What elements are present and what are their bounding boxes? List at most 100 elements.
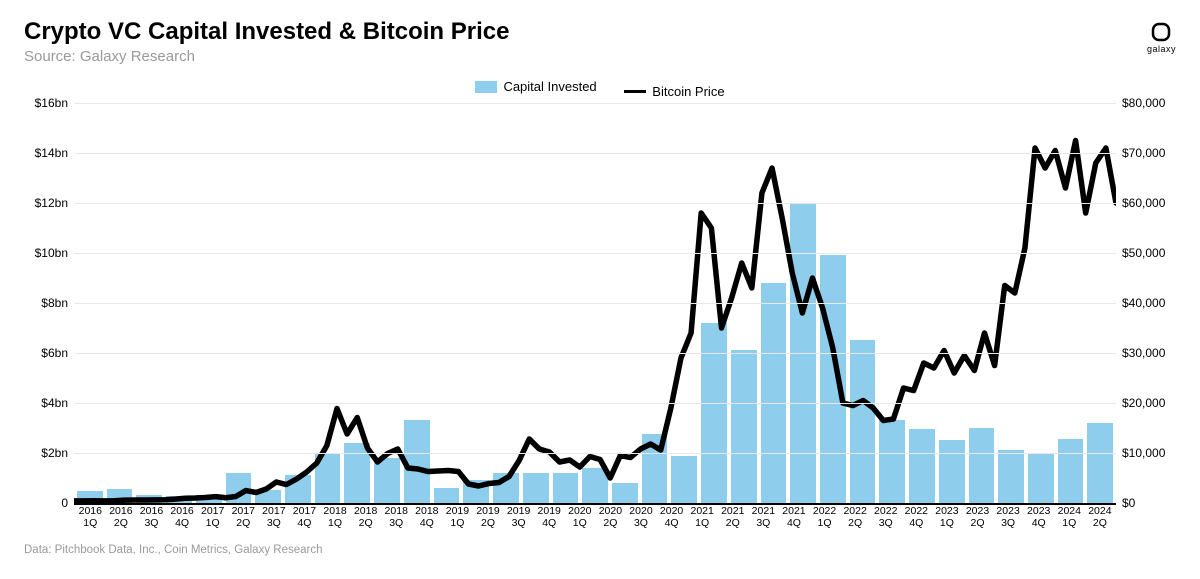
x-tick: 20183Q: [383, 503, 410, 530]
x-tick: 20234Q: [1025, 503, 1052, 530]
x-tick: 20173Q: [261, 503, 288, 530]
bar: [879, 420, 905, 503]
bar: [642, 434, 668, 503]
bar: [612, 483, 638, 503]
footer-note: Data: Pitchbook Data, Inc., Coin Metrics…: [24, 544, 1176, 556]
brand-logo-label: galaxy: [1147, 44, 1176, 54]
bar: [136, 495, 162, 503]
x-tick: 20181Q: [322, 503, 349, 530]
legend-swatch-bar: [475, 81, 497, 93]
bar: [77, 491, 103, 502]
x-tick: 20171Q: [199, 503, 226, 530]
bar: [553, 473, 579, 503]
y-right-tick: $50,000: [1116, 246, 1165, 260]
x-tick: 20232Q: [964, 503, 991, 530]
x-tick: 20162Q: [108, 503, 135, 530]
y-left-tick: $6bn: [41, 346, 74, 360]
bar: [374, 458, 400, 503]
bar: [969, 428, 995, 503]
x-tick: 20222Q: [842, 503, 869, 530]
y-right-tick: $40,000: [1116, 296, 1165, 310]
bar: [731, 350, 757, 503]
y-left-tick: $14bn: [35, 146, 74, 160]
bar: [939, 440, 965, 503]
y-left-tick: $10bn: [35, 246, 74, 260]
x-tick: 20201Q: [567, 503, 594, 530]
y-right-tick: $0: [1116, 496, 1135, 510]
bar: [196, 495, 222, 503]
gridline: [74, 253, 1116, 254]
y-left-tick: 0: [61, 496, 74, 510]
x-tick: 20242Q: [1087, 503, 1114, 530]
y-right-tick: $60,000: [1116, 196, 1165, 210]
bar: [255, 490, 281, 503]
bar: [434, 488, 460, 503]
bar: [523, 473, 549, 503]
gridline: [74, 203, 1116, 204]
legend: Capital Invested Bitcoin Price: [24, 79, 1176, 99]
y-right-tick: $20,000: [1116, 396, 1165, 410]
x-tick: 20223Q: [872, 503, 899, 530]
chart-title: Crypto VC Capital Invested & Bitcoin Pri…: [24, 18, 509, 46]
y-right-tick: $70,000: [1116, 146, 1165, 160]
x-axis-labels: 20161Q20162Q20163Q20164Q20171Q20172Q2017…: [74, 503, 1116, 530]
bar: [285, 475, 311, 503]
gridline: [74, 453, 1116, 454]
bar: [344, 443, 370, 503]
x-tick: 20221Q: [811, 503, 838, 530]
bar: [463, 480, 489, 503]
bar: [701, 323, 727, 503]
bar: [226, 473, 252, 503]
x-tick: 20182Q: [352, 503, 379, 530]
x-tick: 20211Q: [689, 503, 716, 530]
x-tick: 20172Q: [230, 503, 257, 530]
x-tick: 20194Q: [536, 503, 563, 530]
legend-label-btc: Bitcoin Price: [652, 84, 724, 99]
bar: [1087, 423, 1113, 503]
y-right-tick: $30,000: [1116, 346, 1165, 360]
y-left-tick: $4bn: [41, 396, 74, 410]
bar: [315, 453, 341, 503]
bar: [493, 473, 519, 503]
x-tick: 20191Q: [444, 503, 471, 530]
x-tick: 20203Q: [628, 503, 655, 530]
y-left-tick: $12bn: [35, 196, 74, 210]
gridline: [74, 153, 1116, 154]
legend-item-capital: Capital Invested: [475, 79, 596, 94]
x-tick: 20241Q: [1056, 503, 1083, 530]
x-tick: 20163Q: [138, 503, 165, 530]
x-tick: 20174Q: [291, 503, 318, 530]
x-tick: 20202Q: [597, 503, 624, 530]
bar: [850, 340, 876, 503]
x-tick: 20224Q: [903, 503, 930, 530]
bar: [998, 450, 1024, 503]
chart-subtitle: Source: Galaxy Research: [24, 48, 509, 65]
bar: [671, 456, 697, 502]
x-tick: 20193Q: [505, 503, 532, 530]
gridline: [74, 353, 1116, 354]
y-left-tick: $16bn: [35, 96, 74, 110]
x-tick: 20184Q: [414, 503, 441, 530]
bar: [909, 429, 935, 503]
brand-logo: galaxy: [1147, 18, 1176, 54]
y-right-tick: $80,000: [1116, 96, 1165, 110]
chart-plot-area: 0$0$2bn$10,000$4bn$20,000$6bn$30,000$8bn…: [74, 103, 1116, 503]
bar: [404, 420, 430, 503]
x-tick: 20214Q: [781, 503, 808, 530]
gridline: [74, 403, 1116, 404]
x-tick: 20204Q: [658, 503, 685, 530]
x-tick: 20164Q: [169, 503, 196, 530]
y-left-tick: $2bn: [41, 446, 74, 460]
bar: [107, 489, 133, 503]
y-left-tick: $8bn: [41, 296, 74, 310]
bar: [1028, 453, 1054, 503]
x-tick: 20161Q: [77, 503, 104, 530]
legend-swatch-line: [624, 90, 646, 93]
bar: [1058, 439, 1084, 503]
x-tick: 20213Q: [750, 503, 777, 530]
legend-label-capital: Capital Invested: [503, 79, 596, 94]
x-tick: 20233Q: [995, 503, 1022, 530]
legend-item-btc: Bitcoin Price: [624, 84, 724, 99]
gridline: [74, 303, 1116, 304]
x-tick: 20192Q: [475, 503, 502, 530]
